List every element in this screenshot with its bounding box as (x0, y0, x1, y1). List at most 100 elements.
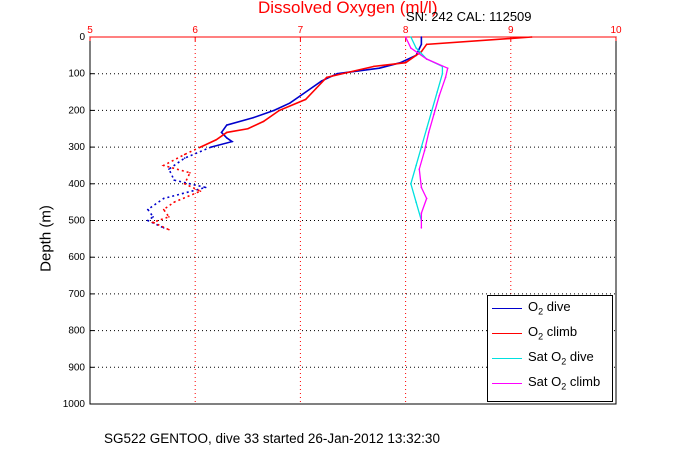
legend-swatch (492, 332, 522, 334)
y-tick-label: 1000 (63, 399, 86, 410)
series-o2-dive-point (147, 208, 149, 211)
series-o2-climb-point (183, 183, 186, 185)
y-tick-label: 700 (68, 289, 85, 300)
series-o2-climb-point (373, 65, 375, 68)
series-o2-dive-point (420, 36, 423, 38)
series-o2-dive-point (378, 67, 381, 69)
x-tick-label: 7 (298, 25, 304, 36)
series-sat-o2-climb-point (433, 113, 435, 115)
series-o2-climb-point (215, 138, 218, 141)
series-o2-climb-point (162, 164, 165, 167)
y-tick-label: 200 (68, 105, 85, 116)
series-o2-dive-point (204, 186, 207, 189)
series-o2-climb-point (199, 190, 202, 192)
series-sat-o2-dive-point (415, 164, 417, 167)
series-o2-climb-point (420, 50, 423, 53)
legend-swatch (492, 382, 522, 384)
series-sat-o2-climb-point (425, 197, 428, 200)
y-tick-label: 300 (68, 142, 85, 153)
legend-entry-o2-climb: O2 climb (492, 324, 578, 342)
series-o2-climb-point (183, 153, 186, 156)
series-o2-dive-point (420, 43, 423, 46)
series-o2-dive-point (173, 179, 175, 181)
series-sat-o2-dive-point (415, 47, 417, 49)
series-sat-o2-climb-point (410, 47, 412, 49)
series-o2-climb-point (168, 216, 170, 218)
serial-cal-label: SN: 242 CAL: 112509 (406, 9, 532, 24)
series-o2-climb-point (189, 171, 191, 174)
series-o2-dive-point (252, 116, 254, 119)
series-o2-dive-point (231, 140, 233, 143)
x-tick-label: 8 (403, 25, 409, 36)
series-o2-climb-point (425, 43, 428, 46)
series-sat-o2-climb-point (420, 186, 423, 189)
series-o2-dive-point (220, 131, 223, 134)
series-sat-o2-dive-point (441, 72, 444, 75)
series-sat-o2-dive-point (420, 146, 423, 148)
series-o2-climb-point (173, 201, 175, 203)
series-o2-climb-point (531, 36, 533, 38)
legend-label: Sat O2 climb (528, 374, 601, 392)
legend-entry-sat-o2-climb: Sat O2 climb (492, 374, 601, 392)
x-tick-label: 10 (610, 25, 622, 36)
series-o2-climb-point (162, 208, 165, 211)
y-tick-label: 900 (68, 362, 85, 373)
series-sat-o2-dive-point (436, 91, 438, 93)
legend-entry-sat-o2-dive: Sat O2 dive (492, 349, 594, 367)
series-sat-o2-climb-point (444, 76, 447, 79)
series-sat-o2-climb-point (446, 67, 449, 69)
series-o2-dive-point (168, 168, 170, 170)
series-sat-o2-climb-point (418, 168, 421, 170)
series-o2-climb-point (225, 131, 228, 134)
y-tick-label: 100 (68, 69, 85, 80)
series-sat-o2-dive-point (431, 109, 433, 112)
series-o2-dive-point (147, 219, 149, 222)
legend-swatch (492, 307, 522, 309)
series-sat-o2-climb-point (420, 212, 423, 214)
dive-caption: SG522 GENTOO, dive 33 started 26-Jan-201… (104, 431, 440, 446)
series-sat-o2-dive-point (415, 201, 417, 203)
chart-legend: O2 dive O2 climb Sat O2 dive Sat O2 clim… (487, 295, 613, 402)
series-o2-climb-point (247, 127, 249, 130)
legend-label: O2 dive (528, 299, 571, 317)
series-sat-o2-dive-point (410, 36, 412, 38)
y-tick-label: 600 (68, 252, 85, 263)
series-o2-dive-point (289, 102, 291, 104)
series-o2-climb-point (199, 146, 202, 148)
legend-entry-o2-dive: O2 dive (492, 299, 571, 317)
legend-swatch (492, 357, 522, 359)
series-o2-dive-point (183, 157, 186, 159)
x-tick-label: 6 (192, 25, 198, 36)
series-o2-dive-point (162, 197, 165, 200)
series-sat-o2-climb-point (404, 36, 407, 38)
legend-label: O2 climb (528, 324, 578, 342)
series-o2-dive-point (273, 109, 275, 112)
x-tick-label: 9 (508, 25, 514, 36)
series-sat-o2-climb-point (438, 94, 441, 97)
y-tick-label: 500 (68, 216, 85, 227)
chart-title: Dissolved Oxygen (ml/l) (258, 0, 438, 17)
series-o2-dive-point (210, 146, 212, 148)
series-o2-climb-point (278, 109, 281, 112)
series-o2-climb-point (315, 87, 317, 90)
y-axis-label: Depth (m) (37, 205, 55, 272)
series-o2-dive-point (299, 94, 302, 97)
y-tick-label: 400 (68, 179, 85, 190)
series-o2-climb-point (404, 61, 407, 64)
x-tick-label: 5 (87, 25, 93, 36)
series-sat-o2-dive-point (410, 183, 412, 185)
legend-label: Sat O2 dive (528, 349, 594, 367)
series-sat-o2-dive-point (425, 127, 428, 130)
series-o2-climb-point (168, 228, 170, 231)
series-o2-dive-point (225, 124, 228, 126)
series-sat-o2-climb-point (420, 227, 423, 229)
series-sat-o2-climb-point (425, 58, 428, 60)
series-o2-climb-point (325, 76, 328, 79)
series-sat-o2-climb-line (405, 36, 449, 228)
y-tick-label: 0 (79, 32, 85, 43)
series-o2-dive-point (152, 216, 154, 218)
series-sat-o2-climb-point (427, 131, 430, 134)
series-o2-climb-point (304, 98, 307, 101)
y-tick-label: 800 (68, 326, 85, 337)
